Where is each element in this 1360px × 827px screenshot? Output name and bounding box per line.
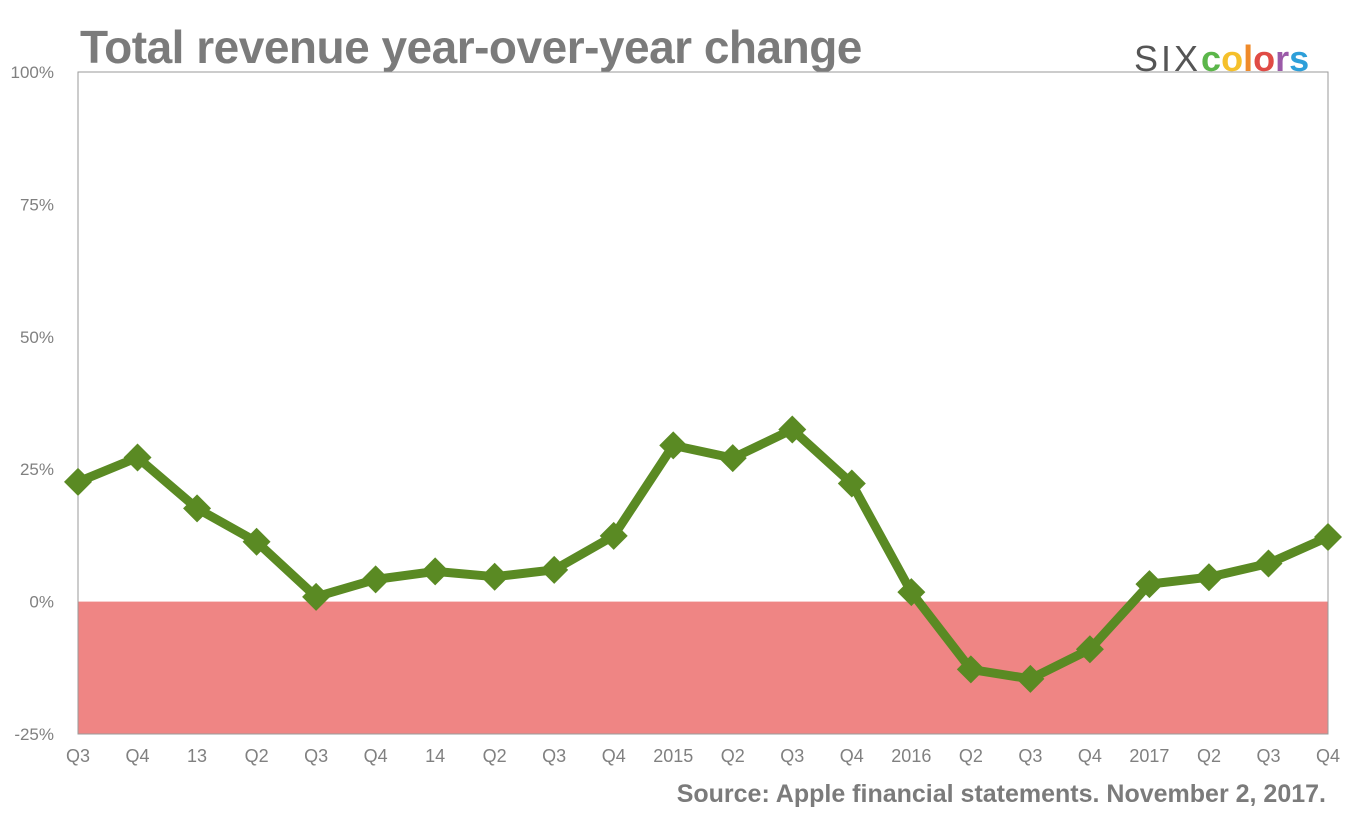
x-tick-label: 2015: [653, 746, 693, 766]
logo-letter: l: [1243, 38, 1254, 79]
data-point-marker: [659, 431, 688, 460]
data-point-marker: [1194, 563, 1223, 592]
x-tick-label: Q3: [1256, 746, 1280, 766]
data-point-marker: [1135, 570, 1164, 599]
logo-letter: s: [1289, 38, 1310, 79]
x-tick-label: Q2: [483, 746, 507, 766]
data-point-marker: [956, 655, 985, 684]
data-point-marker: [302, 582, 331, 611]
y-tick-label: 75%: [20, 195, 54, 214]
x-tick-label: Q4: [364, 746, 388, 766]
x-tick-label: Q2: [959, 746, 983, 766]
y-tick-label: 100%: [11, 63, 54, 82]
x-tick-label: Q2: [1197, 746, 1221, 766]
y-tick-label: -25%: [14, 725, 54, 744]
plot-frame: [77, 71, 1329, 735]
data-point-marker: [718, 444, 747, 473]
data-point-marker: [183, 494, 212, 523]
data-point-marker: [1254, 549, 1283, 578]
logo-letter: o: [1253, 38, 1276, 79]
x-tick-label: Q3: [542, 746, 566, 766]
x-tick-label: Q3: [780, 746, 804, 766]
x-tick-label: Q3: [66, 746, 90, 766]
x-tick-label: Q4: [840, 746, 864, 766]
sixcolors-logo: SIXcolors: [1134, 38, 1309, 80]
data-point-marker: [897, 578, 926, 607]
x-tick-label: Q3: [304, 746, 328, 766]
logo-letter: c: [1201, 38, 1222, 79]
negative-region-band: [78, 601, 1328, 734]
data-point-marker: [540, 555, 569, 584]
x-tick-label: Q2: [245, 746, 269, 766]
data-point-marker: [123, 443, 152, 472]
x-tick-label: 2016: [891, 746, 931, 766]
data-point-marker: [242, 527, 271, 556]
x-tick-label: Q4: [1078, 746, 1102, 766]
logo-colors-text: colors: [1201, 38, 1309, 79]
data-point-marker: [421, 557, 450, 586]
data-point-marker: [837, 469, 866, 498]
data-point-marker: [1314, 522, 1342, 551]
x-tick-label: 2017: [1129, 746, 1169, 766]
x-tick-label: 13: [187, 746, 207, 766]
x-tick-label: Q4: [602, 746, 626, 766]
data-point-marker: [599, 521, 628, 550]
data-point-marker: [1016, 664, 1045, 693]
x-tick-label: Q4: [1316, 746, 1340, 766]
logo-letter: o: [1221, 38, 1244, 79]
y-tick-label: 0%: [29, 593, 54, 612]
data-point-marker: [64, 467, 92, 496]
x-tick-label: Q4: [126, 746, 150, 766]
data-point-marker: [361, 565, 390, 594]
x-tick-label: 14: [425, 746, 445, 766]
logo-letter: r: [1275, 38, 1290, 79]
x-tick-label: Q2: [721, 746, 745, 766]
series-line: [73, 425, 1333, 684]
y-tick-label: 25%: [20, 460, 54, 479]
data-point-marker: [1075, 635, 1104, 664]
y-tick-label: 50%: [20, 328, 54, 347]
data-point-marker: [480, 562, 509, 591]
source-note: Source: Apple financial statements. Nove…: [676, 780, 1326, 808]
chart-title: Total revenue year-over-year change: [80, 21, 862, 73]
x-tick-label: Q3: [1018, 746, 1042, 766]
data-point-marker: [778, 415, 807, 444]
